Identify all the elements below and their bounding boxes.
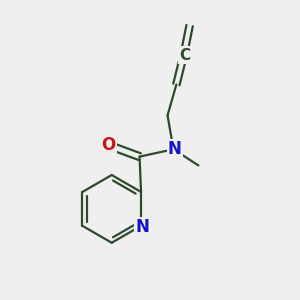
Text: N: N bbox=[135, 218, 149, 236]
Text: C: C bbox=[179, 47, 191, 62]
Text: O: O bbox=[101, 136, 115, 154]
Text: N: N bbox=[168, 140, 182, 158]
